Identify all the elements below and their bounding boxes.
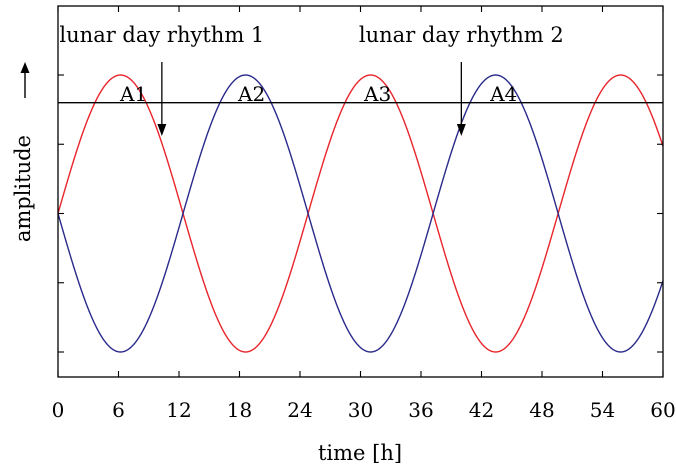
peak-label-a2: A2 <box>237 82 265 106</box>
x-tick-label: 42 <box>469 398 494 422</box>
y-axis-label: amplitude <box>11 135 35 242</box>
series-line-2 <box>58 74 663 353</box>
peak-label-a4: A4 <box>489 82 517 106</box>
tick-layer: 0 6 12 18 24 30 36 42 48 54 60 <box>52 6 676 422</box>
y-axis-arrow-icon <box>20 62 30 98</box>
annotation-arrowhead-1 <box>157 123 167 136</box>
series-layer <box>58 74 663 353</box>
peak-label-a1: A1 <box>119 82 147 106</box>
x-tick-label: 48 <box>529 398 554 422</box>
x-tick-label: 60 <box>650 398 675 422</box>
x-tick-label: 0 <box>52 398 65 422</box>
x-tick-label: 24 <box>287 398 312 422</box>
annotation-label-2: lunar day rhythm 2 <box>359 23 564 47</box>
x-tick-label: 12 <box>166 398 191 422</box>
annotation-layer: lunar day rhythm 1 lunar day rhythm 2 <box>59 23 564 136</box>
peak-label-layer: A1 A2 A3 A4 <box>119 82 517 106</box>
x-tick-label: 54 <box>590 398 615 422</box>
x-tick-label: 30 <box>348 398 373 422</box>
annotation-arrowhead-2 <box>456 123 466 136</box>
peak-label-a3: A3 <box>363 82 391 106</box>
x-tick-label: 18 <box>227 398 252 422</box>
x-tick-label: 6 <box>112 398 125 422</box>
series-line-1 <box>58 74 663 353</box>
annotation-label-1: lunar day rhythm 1 <box>59 23 264 47</box>
x-tick-label: 36 <box>408 398 433 422</box>
x-axis-label: time [h] <box>318 441 402 465</box>
